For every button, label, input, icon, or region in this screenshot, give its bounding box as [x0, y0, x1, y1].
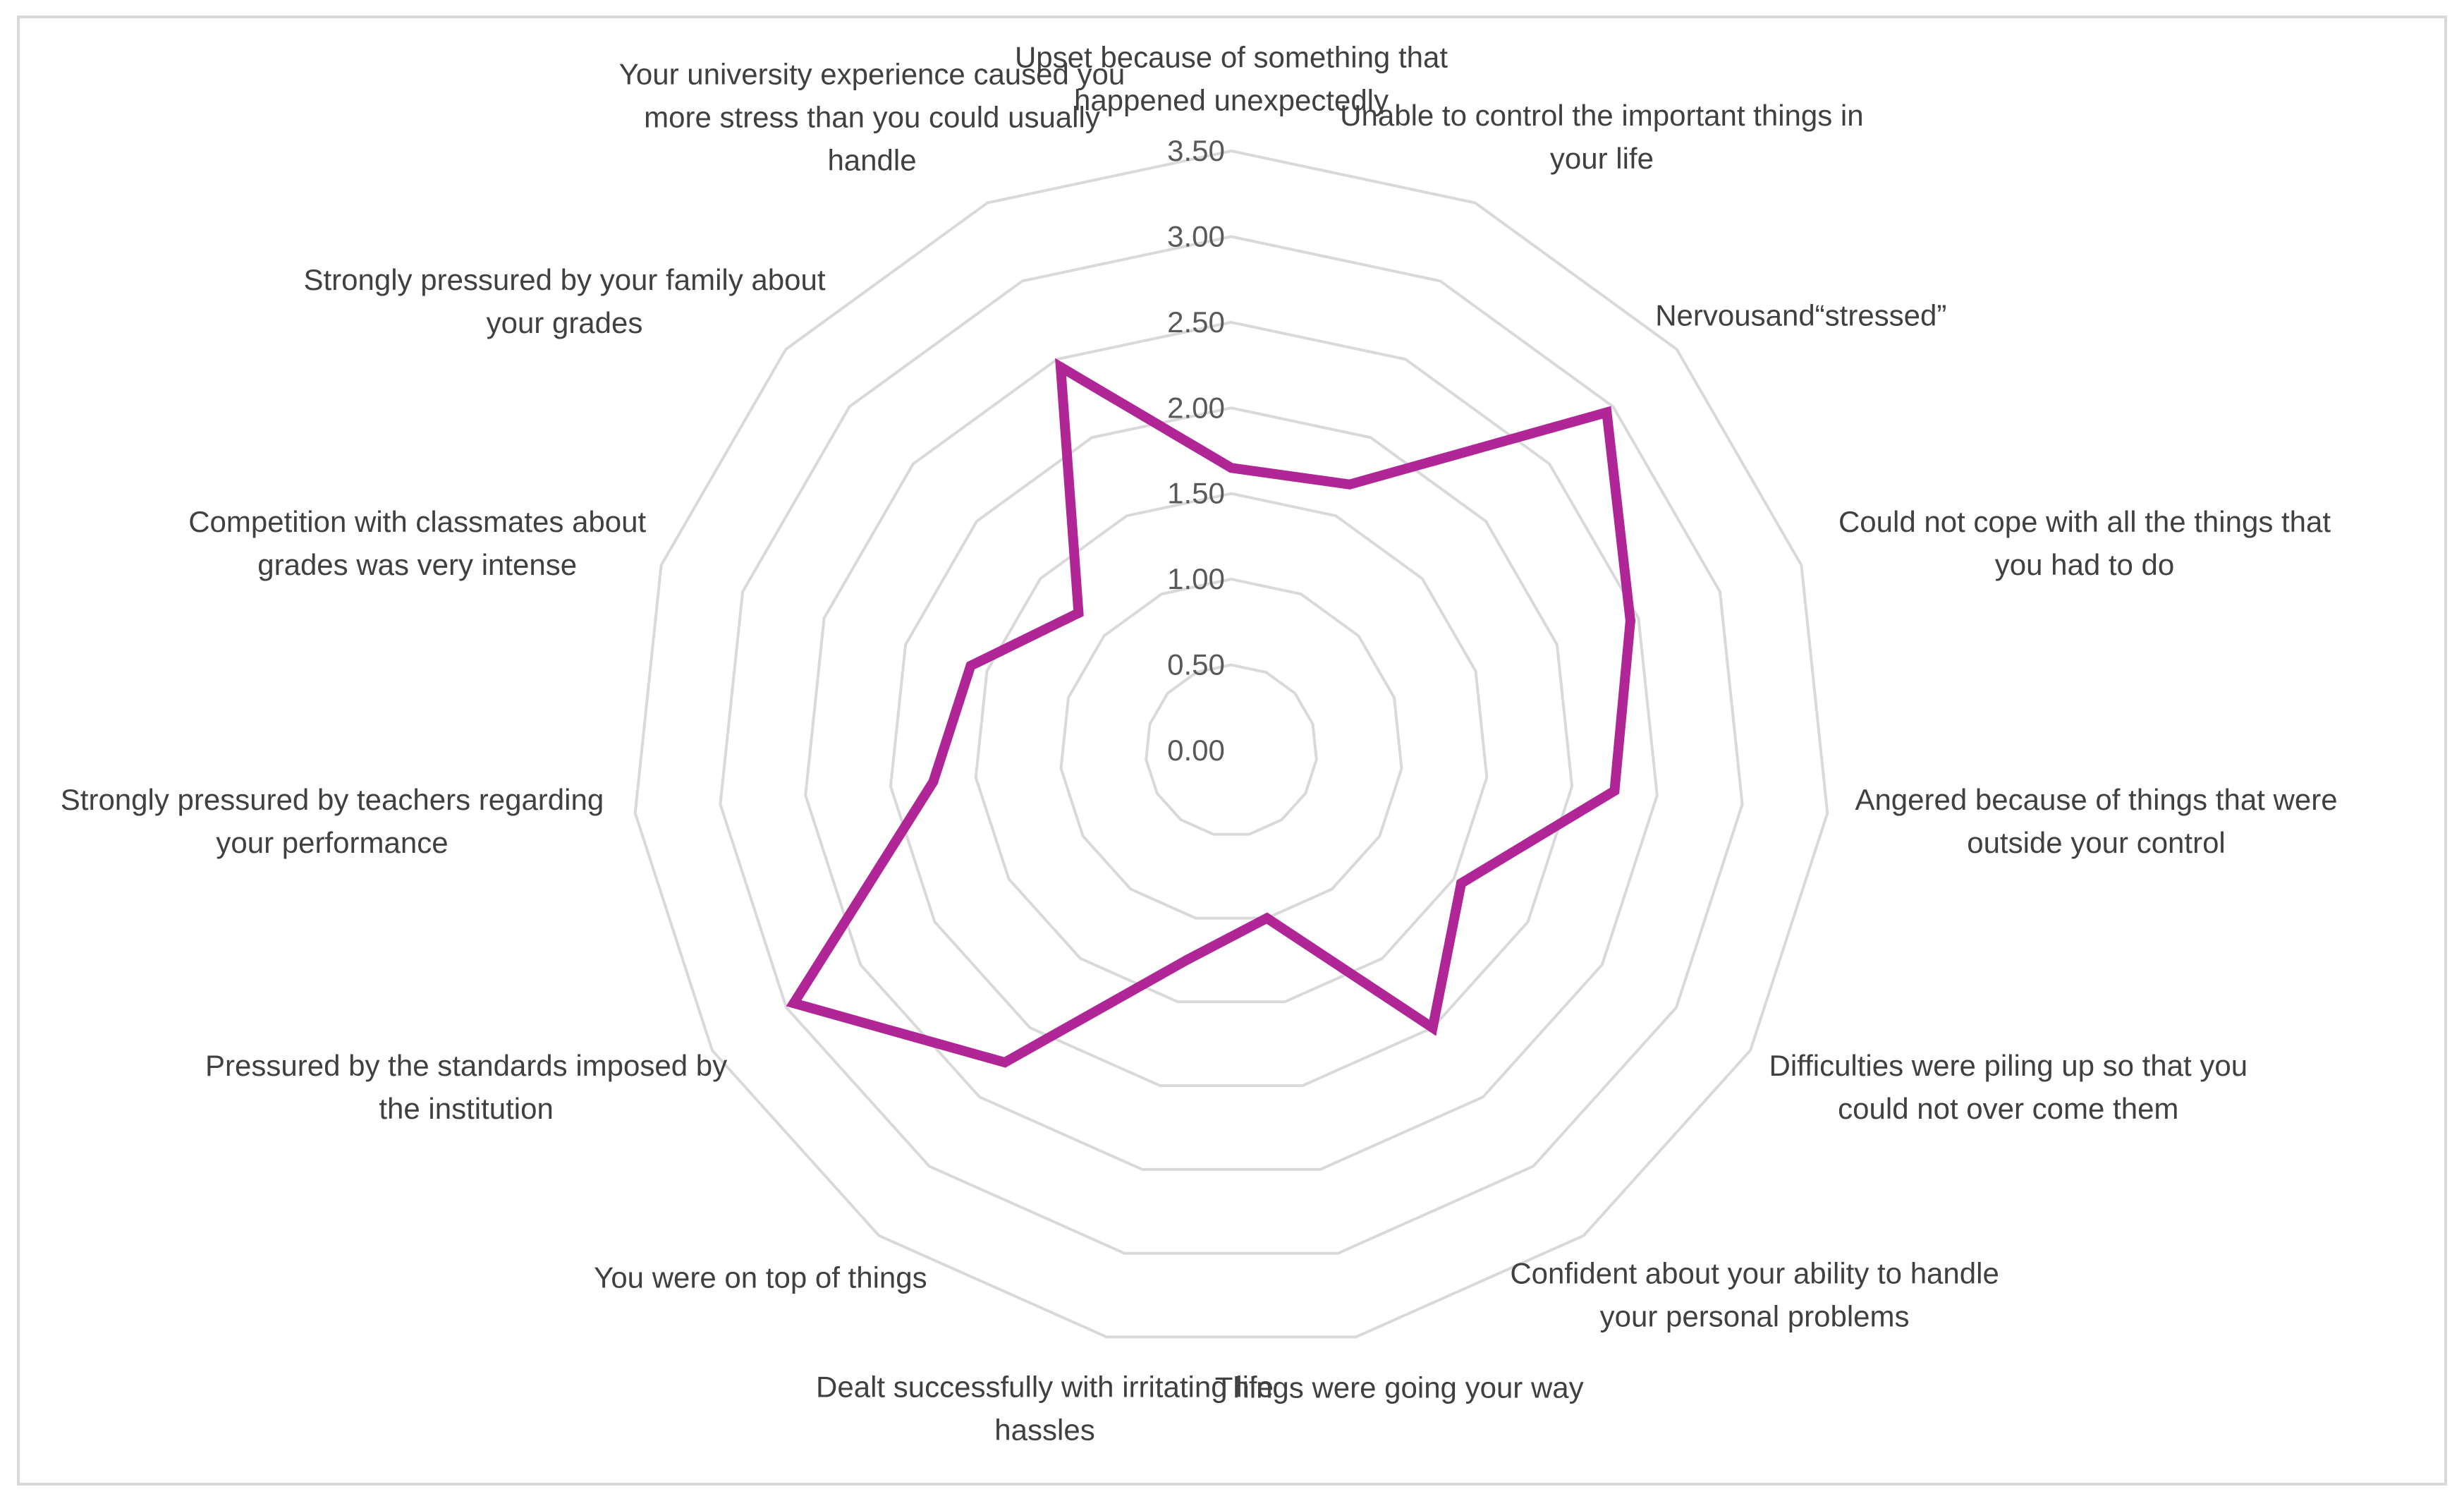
category-label-line: Strongly pressured by your family about — [303, 263, 825, 296]
category-label-line: Unable to control the important things i… — [1340, 99, 1863, 132]
category-label-line: hassles — [994, 1414, 1094, 1447]
category-label-0: Upset because of something that happened … — [1015, 41, 1448, 117]
data-point-5 — [1456, 878, 1466, 889]
category-label-13: Strongly pressured by your family about y… — [303, 263, 825, 339]
category-label-line: Angered because of things that were — [1855, 783, 2337, 816]
data-point-10 — [788, 998, 799, 1009]
data-point-1 — [1344, 479, 1355, 490]
tick-label: 2.00 — [1167, 391, 1225, 424]
category-label-line: the institution — [379, 1092, 554, 1125]
tick-labels: 0.00 0.50 1.00 1.50 2.00 2.50 3.00 3.50 — [1167, 134, 1225, 767]
data-point-8 — [1181, 954, 1192, 965]
category-label-line: handle — [827, 144, 916, 177]
category-label-line: more stress than you could usually — [644, 101, 1100, 134]
category-label-line: your personal problems — [1600, 1300, 1910, 1333]
data-point-0 — [1226, 463, 1236, 473]
data-point-9 — [999, 1057, 1010, 1068]
category-label-line: you had to do — [1995, 548, 2175, 581]
category-label-line: Your university experience caused you — [619, 58, 1126, 91]
category-label-line: Could not cope with all the things that — [1838, 505, 2331, 538]
category-label-line: Nervousand“stressed” — [1655, 299, 1946, 332]
data-point-4 — [1609, 786, 1620, 796]
series-line-0 — [786, 358, 1635, 1068]
category-label-line: Competition with classmates about — [188, 505, 646, 538]
grid-ring-7 — [633, 149, 1829, 1339]
series-layer — [786, 358, 1635, 1068]
category-label-7: Things were going your way — [1215, 1371, 1584, 1404]
tick-label: 1.50 — [1167, 477, 1225, 510]
tick-label: 0.50 — [1167, 648, 1225, 681]
category-label-line: Strongly pressured by teachers regarding — [61, 783, 604, 816]
category-label-line: your grades — [487, 306, 643, 339]
chart-border — [17, 16, 2447, 1486]
category-label-line: Upset because of something that — [1015, 41, 1448, 74]
radar-grid — [633, 149, 1829, 1339]
category-label-line: Dealt successfully with irritating life — [816, 1371, 1274, 1404]
data-point-13 — [1073, 608, 1084, 618]
category-label-2: Nervousand“stressed” — [1655, 299, 1946, 332]
category-label-9: You were on top of things — [594, 1261, 927, 1294]
category-label-11: Strongly pressured by teachers regarding… — [61, 783, 604, 859]
data-point-3 — [1625, 616, 1635, 626]
tick-label: 1.00 — [1167, 562, 1225, 595]
category-label-line: Confident about your ability to handle — [1510, 1257, 1999, 1290]
tick-label: 3.50 — [1167, 134, 1225, 167]
category-labels: Upset because of something that happened … — [61, 41, 2338, 1447]
category-label-1: Unable to control the important things i… — [1340, 99, 1863, 175]
category-label-4: Angered because of things that were outsi… — [1855, 783, 2337, 859]
data-point-14 — [1056, 362, 1066, 372]
grid-ring-1 — [1145, 663, 1318, 836]
tick-label: 3.00 — [1167, 219, 1225, 253]
tick-label: 2.50 — [1167, 305, 1225, 339]
grid-ring-5 — [804, 320, 1659, 1171]
grid-ring-2 — [1059, 578, 1403, 920]
category-label-5: Difficulties were piling up so that you c… — [1769, 1049, 2248, 1125]
category-label-8: Dealt successfully with irritating life h… — [816, 1371, 1274, 1447]
grid-ring-6 — [719, 235, 1744, 1255]
tick-label: 0.00 — [1167, 734, 1225, 767]
category-label-3: Could not cope with all the things that y… — [1838, 505, 2331, 581]
category-label-14: Your university experience caused you mor… — [619, 58, 1126, 177]
category-label-line: Things were going your way — [1215, 1371, 1584, 1404]
category-label-line: your life — [1550, 142, 1654, 175]
grid-ring-4 — [889, 406, 1574, 1088]
data-point-7 — [1262, 913, 1272, 923]
category-label-line: You were on top of things — [594, 1261, 927, 1294]
category-label-line: outside your control — [1967, 826, 2226, 859]
category-label-6: Confident about your ability to handle yo… — [1510, 1257, 1999, 1333]
category-label-line: happened unexpectedly — [1074, 84, 1389, 117]
data-point-11 — [928, 777, 939, 787]
grid-ring-3 — [974, 492, 1489, 1004]
data-point-6 — [1427, 1023, 1438, 1033]
data-point-12 — [965, 660, 976, 671]
category-label-line: your performance — [216, 826, 448, 859]
data-point-2 — [1602, 407, 1612, 418]
category-label-line: Difficulties were piling up so that you — [1769, 1049, 2248, 1082]
category-label-line: could not over come them — [1838, 1092, 2178, 1125]
category-label-12: Competition with classmates about grades … — [188, 505, 646, 581]
category-label-line: Pressured by the standards imposed by — [205, 1049, 727, 1082]
category-label-10: Pressured by the standards imposed by the… — [205, 1049, 727, 1125]
category-label-line: grades was very intense — [257, 548, 577, 581]
